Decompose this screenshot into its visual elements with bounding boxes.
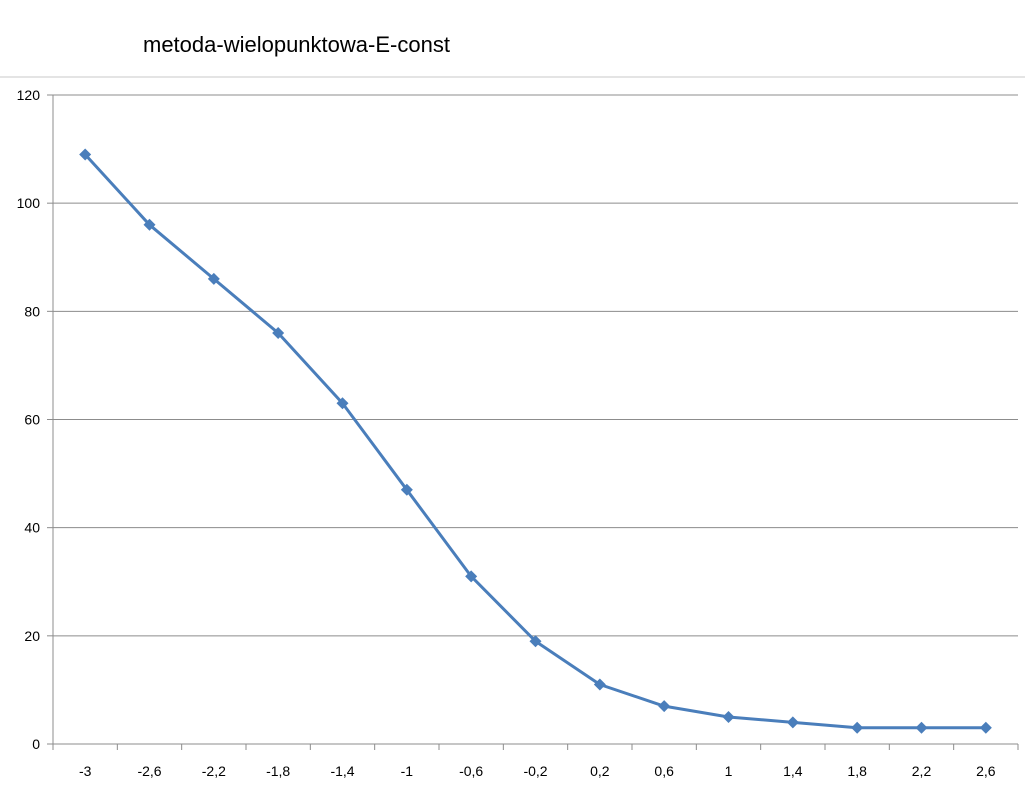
x-tick-label: -2,2	[202, 763, 226, 779]
data-point-marker	[79, 148, 92, 161]
data-point-marker	[979, 721, 992, 734]
data-point-marker	[465, 570, 478, 583]
x-tick-label: -1	[401, 763, 414, 779]
x-tick-label: -1,8	[266, 763, 290, 779]
data-point-marker	[336, 397, 349, 410]
data-point-marker	[207, 272, 220, 285]
data-point-marker	[722, 710, 735, 723]
x-tick-label: 1	[725, 763, 733, 779]
y-tick-label: 80	[24, 303, 40, 319]
x-tick-label: 2,2	[912, 763, 932, 779]
x-tick-label: -0,6	[459, 763, 483, 779]
x-tick-label: -1,4	[330, 763, 354, 779]
data-point-marker	[143, 218, 156, 231]
chart-title: metoda-wielopunktowa-E-const	[143, 32, 450, 57]
y-tick-label: 20	[24, 628, 40, 644]
data-point-marker	[272, 326, 285, 339]
data-point-marker	[851, 721, 864, 734]
x-tick-label: 2,6	[976, 763, 996, 779]
y-tick-label: 0	[32, 736, 40, 752]
data-point-marker	[529, 635, 542, 648]
y-tick-labels: 0 20 40 60 80 100 120	[17, 87, 41, 752]
data-point-marker	[786, 716, 799, 729]
data-point-marker	[400, 483, 413, 496]
axes	[47, 94, 1019, 750]
data-point-marker	[658, 700, 671, 713]
x-tick-label: 1,4	[783, 763, 803, 779]
y-tick-label: 60	[24, 412, 40, 428]
x-tick-label: -0,2	[523, 763, 547, 779]
series-layer	[79, 148, 992, 734]
x-tick-label: 0,6	[654, 763, 674, 779]
y-tick-label: 40	[24, 520, 40, 536]
x-tick-label: 1,8	[847, 763, 867, 779]
x-tick-label: -3	[79, 763, 92, 779]
data-point-marker	[915, 721, 928, 734]
x-tick-label: -2,6	[137, 763, 161, 779]
data-point-marker	[593, 678, 606, 691]
y-tick-label: 100	[17, 195, 41, 211]
y-tick-label: 120	[17, 87, 41, 103]
x-tick-labels: -3 -2,6 -2,2 -1,8 -1,4 -1 -0,6 -0,2 0,2 0,6 1 1,4 1,…	[79, 763, 996, 779]
x-tick-label: 0,2	[590, 763, 610, 779]
gridlines	[53, 94, 1018, 637]
